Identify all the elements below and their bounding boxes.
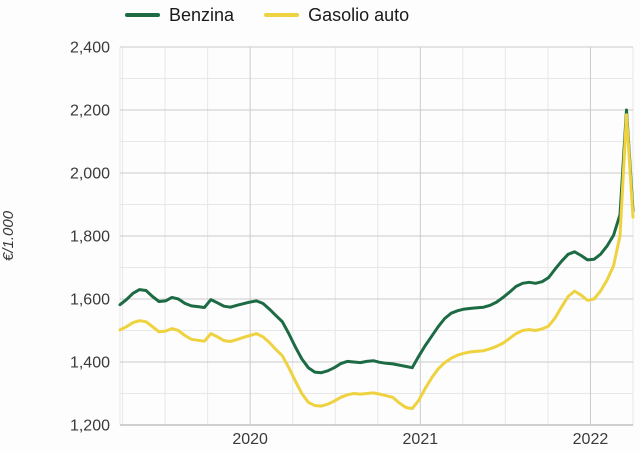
chart-legend: Benzina Gasolio auto: [125, 4, 409, 26]
x-tick-label: 2022: [573, 431, 609, 448]
y-tick-label: 1,600: [70, 292, 110, 309]
y-tick-label: 1,400: [70, 355, 110, 372]
gasolio-line-swatch: [264, 13, 300, 17]
y-tick-label: 2,000: [70, 166, 110, 183]
gridlines: [119, 46, 634, 426]
axis-labels: 1,200 1,400 1,600 1,800 2,000 2,200 2,400 2020 2…: [70, 40, 608, 449]
y-tick-label: 2,400: [70, 40, 110, 57]
y-tick-label: 2,200: [70, 103, 110, 120]
legend-label-benzina: Benzina: [169, 5, 235, 25]
legend-label-gasolio: Gasolio auto: [308, 5, 410, 25]
data-series: [118, 108, 635, 411]
x-tick-label: 2020: [232, 431, 268, 448]
benzina-series-line: [118, 108, 635, 375]
benzina-line-swatch: [125, 13, 160, 17]
gasolio-series-line: [118, 113, 635, 411]
legend-item-gasolio: Gasolio auto: [264, 4, 409, 26]
x-tick-label: 2021: [403, 431, 439, 448]
y-axis-title: €/1.000: [0, 210, 17, 261]
y-tick-label: 1,200: [70, 418, 110, 435]
y-tick-label: 1,800: [70, 229, 110, 246]
legend-item-benzina: Benzina: [125, 4, 234, 26]
